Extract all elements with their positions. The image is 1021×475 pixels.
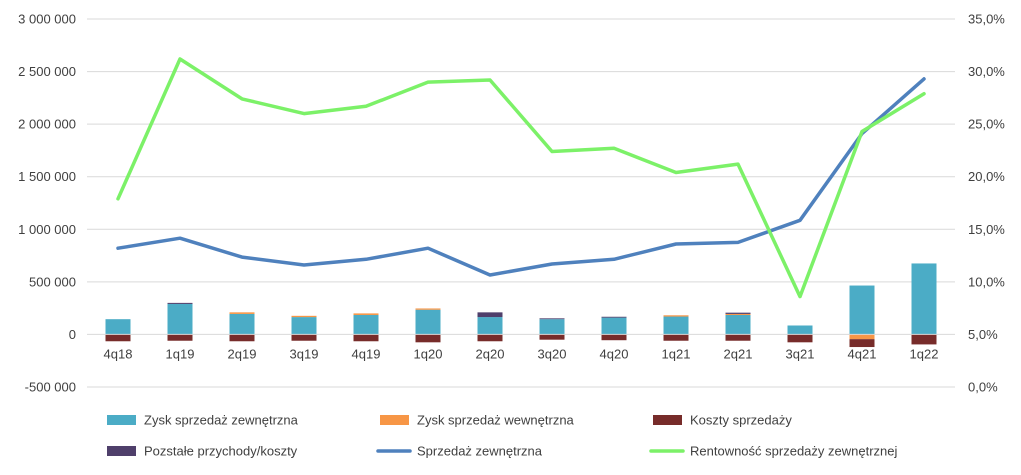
bar-segment-1 bbox=[167, 303, 193, 335]
left-tick-label: 1 500 000 bbox=[18, 169, 76, 184]
bar-segment-3 bbox=[539, 334, 565, 340]
bar-segment-2 bbox=[415, 308, 441, 310]
bar-segment-1 bbox=[663, 316, 689, 335]
bar-segment-1 bbox=[353, 314, 379, 335]
bar-segment-3 bbox=[167, 334, 193, 341]
bar-segment-1 bbox=[601, 317, 627, 335]
bar-segment-1 bbox=[787, 325, 813, 335]
bar-segment-1 bbox=[415, 309, 441, 335]
bar-segment-4 bbox=[539, 318, 565, 320]
right-axis: 35,0% 30,0% 25,0% 20,0% 15,0% 10,0% 5,0% 0,0% bbox=[968, 12, 1005, 395]
bar-segment-3 bbox=[291, 334, 317, 341]
bar-segment-4 bbox=[477, 312, 503, 318]
bar-segment-3 bbox=[725, 334, 751, 341]
bar-segment-3 bbox=[477, 334, 503, 342]
bar-segment-1 bbox=[229, 313, 255, 335]
legend-label: Sprzedaż zewnętrzna bbox=[417, 444, 543, 459]
right-tick-label: 15,0% bbox=[968, 222, 1005, 237]
category-label: 2q21 bbox=[724, 346, 753, 361]
bar-segment-1 bbox=[539, 319, 565, 335]
legend-swatch bbox=[107, 446, 136, 456]
right-tick-label: 0,0% bbox=[968, 380, 998, 395]
category-axis: 4q18 1q19 2q19 3q19 4q19 1q20 2q20 3q20 4q20 1q21… bbox=[104, 346, 939, 361]
bar-segment-2 bbox=[725, 313, 751, 315]
legend-label: Pozstałe przychody/koszty bbox=[144, 444, 298, 459]
bar-segment-1 bbox=[911, 263, 937, 335]
legend-label: Koszty sprzedaży bbox=[690, 413, 792, 428]
right-tick-label: 5,0% bbox=[968, 327, 998, 342]
category-label: 4q21 bbox=[848, 346, 877, 361]
category-label: 1q22 bbox=[910, 346, 939, 361]
category-label: 3q21 bbox=[786, 346, 815, 361]
legend-swatch bbox=[107, 415, 136, 425]
left-tick-label: 3 000 000 bbox=[18, 12, 76, 27]
category-label: 4q20 bbox=[600, 346, 629, 361]
bar-segment-1 bbox=[725, 314, 751, 335]
legend-swatch bbox=[380, 415, 409, 425]
legend-label: Zysk sprzedaż zewnętrzna bbox=[144, 413, 299, 428]
legend-label: Zysk sprzedaż wewnętrzna bbox=[417, 413, 575, 428]
right-tick-label: 25,0% bbox=[968, 117, 1005, 132]
bar-segment-1 bbox=[477, 317, 503, 335]
category-label: 3q20 bbox=[538, 346, 567, 361]
right-tick-label: 30,0% bbox=[968, 64, 1005, 79]
legend-swatch bbox=[653, 415, 682, 425]
category-label: 1q19 bbox=[166, 346, 195, 361]
category-label: 2q19 bbox=[228, 346, 257, 361]
bar-segment-3 bbox=[911, 334, 937, 345]
right-tick-label: 35,0% bbox=[968, 12, 1005, 27]
bar-segment-2 bbox=[663, 315, 689, 317]
left-tick-label: 500 000 bbox=[29, 274, 76, 289]
right-tick-label: 20,0% bbox=[968, 169, 1005, 184]
left-axis: 3 000 000 2 500 000 2 000 000 1 500 000 1 00… bbox=[18, 12, 76, 395]
series-line-6 bbox=[116, 57, 926, 299]
bar-segment-3 bbox=[415, 334, 441, 343]
bar-segment-1 bbox=[849, 285, 875, 335]
left-tick-label: 2 000 000 bbox=[18, 117, 76, 132]
bar-segment-3 bbox=[787, 334, 813, 343]
bar-segment-3 bbox=[229, 334, 255, 342]
left-tick-label: 2 500 000 bbox=[18, 64, 76, 79]
bar-segment-4 bbox=[167, 302, 193, 304]
category-label: 1q21 bbox=[662, 346, 691, 361]
bar-segment-1 bbox=[105, 319, 131, 335]
category-label: 4q18 bbox=[104, 346, 133, 361]
bar-segment-2 bbox=[229, 312, 255, 314]
bar-segment-3 bbox=[849, 339, 875, 348]
bar-segment-3 bbox=[663, 334, 689, 341]
category-label: 3q19 bbox=[290, 346, 319, 361]
series-line-5 bbox=[116, 77, 926, 277]
bar-segment-2 bbox=[291, 315, 317, 318]
bar-segment-2 bbox=[353, 313, 379, 315]
right-tick-label: 10,0% bbox=[968, 274, 1005, 289]
bar-segment-4 bbox=[725, 312, 751, 314]
bar-segment-1 bbox=[291, 317, 317, 335]
bar-segment-3 bbox=[105, 334, 131, 342]
category-label: 4q19 bbox=[352, 346, 381, 361]
bar-segment-3 bbox=[353, 334, 379, 342]
line-series bbox=[116, 57, 926, 299]
bar-segment-3 bbox=[601, 334, 627, 341]
left-tick-label: 1 000 000 bbox=[18, 222, 76, 237]
gridlines bbox=[87, 18, 955, 388]
left-tick-label: -500 000 bbox=[25, 380, 76, 395]
legend: Zysk sprzedaż zewnętrzna Zysk sprzedaż we… bbox=[107, 413, 897, 459]
category-label: 1q20 bbox=[414, 346, 443, 361]
left-tick-label: 0 bbox=[69, 327, 76, 342]
category-label: 2q20 bbox=[476, 346, 505, 361]
legend-label: Rentowność sprzedaży zewnętrznej bbox=[690, 444, 897, 459]
bar-segment-2 bbox=[849, 334, 875, 340]
bar-segment-4 bbox=[601, 316, 627, 318]
bar-series bbox=[105, 263, 937, 348]
